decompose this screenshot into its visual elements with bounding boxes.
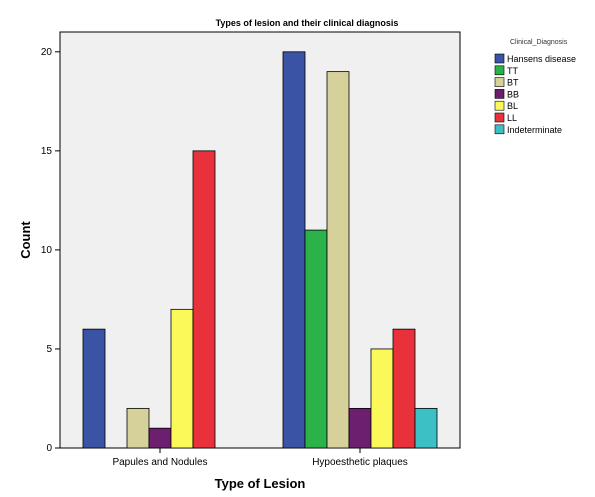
bar [392, 328, 416, 449]
bar [414, 407, 438, 449]
bar [192, 150, 216, 449]
y-tick-label: 0 [46, 443, 52, 454]
bar [170, 308, 194, 449]
bar [326, 71, 350, 449]
bar [82, 328, 106, 449]
y-tick-label: 10 [41, 245, 53, 256]
legend-swatch [494, 65, 505, 76]
x-tick-label: Papules and Nodules [112, 457, 207, 468]
legend-swatch [494, 112, 505, 123]
legend-swatch [494, 124, 505, 135]
bars-layer [82, 51, 438, 449]
x-tick-label: Hypoesthetic plaques [312, 457, 408, 468]
x-axis: Papules and Nodules Hypoesthetic plaques [112, 448, 408, 468]
legend: Clinical_Diagnosis Hansens disease TT BTBB… [494, 39, 576, 135]
legend-label: BL [507, 101, 518, 111]
legend-label: Hansens disease [507, 54, 576, 64]
x-axis-title: Type of Lesion [215, 476, 306, 491]
legend-swatch [494, 53, 505, 64]
y-tick-label: 15 [41, 146, 53, 157]
legend-swatch [494, 77, 505, 87]
legend-label: LL [507, 113, 517, 123]
legend-label: Indeterminate [507, 125, 562, 135]
y-tick-label: 20 [41, 47, 53, 58]
y-axis: 0 5 10 15 20 [41, 47, 60, 454]
legend-swatch [494, 89, 505, 99]
legend-label: BB [507, 89, 519, 99]
legend-title: Clinical_Diagnosis [510, 39, 568, 46]
y-tick-label: 5 [46, 344, 52, 355]
bar [304, 229, 328, 449]
bar [348, 407, 372, 449]
legend-label: BT [507, 78, 519, 88]
bar [370, 348, 394, 449]
y-axis-title: Count [18, 221, 33, 259]
legend-label: TT [507, 66, 518, 76]
legend-swatch [494, 100, 505, 111]
chart-title: Types of lesion and their clinical diagn… [216, 18, 399, 28]
bar [126, 407, 150, 449]
bar [282, 51, 306, 449]
bar [148, 427, 172, 449]
